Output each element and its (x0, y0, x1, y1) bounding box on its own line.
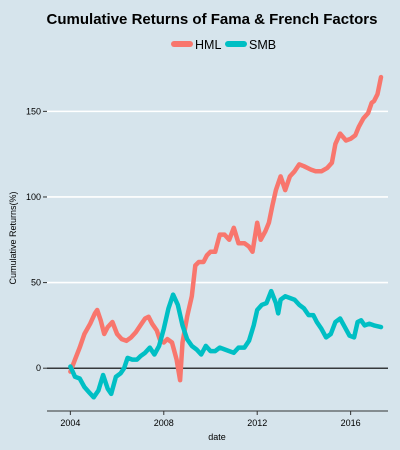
x-axis-title: date (208, 432, 226, 442)
y-tick-label-0: 0 (36, 363, 41, 373)
x-tick-label-2016: 2016 (341, 418, 361, 428)
legend: HML SMB (171, 38, 276, 52)
x-tick-label-2004: 2004 (60, 418, 80, 428)
y-axis-title: Cumulative Returns(%) (8, 191, 18, 284)
y-tick-label-100: 100 (26, 192, 41, 202)
series-layer (68, 74, 384, 400)
legend-label-hml: HML (195, 38, 221, 52)
x-tick-label-2012: 2012 (247, 418, 267, 428)
y-tick-label-150: 150 (26, 106, 41, 116)
y-tick-label-50: 50 (31, 278, 41, 288)
grid (47, 110, 388, 369)
x-tick-label-2008: 2008 (154, 418, 174, 428)
chart-title: Cumulative Returns of Fama & French Fact… (47, 11, 378, 28)
axes: 0 50 100 150 2004 2008 2012 2016 (26, 106, 388, 428)
series-line-hml (68, 74, 384, 383)
series-line-smb (68, 288, 384, 400)
legend-label-smb: SMB (249, 38, 276, 52)
